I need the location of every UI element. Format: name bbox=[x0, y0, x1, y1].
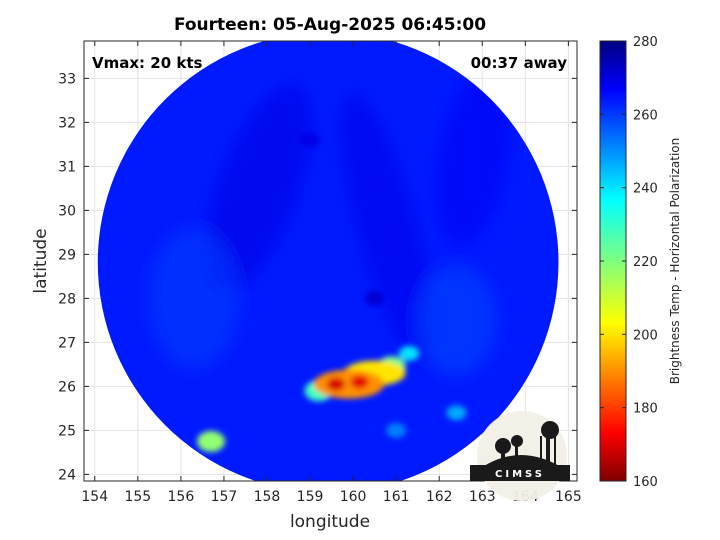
x-axis-label: longitude bbox=[290, 512, 370, 532]
y-tick-label: 31 bbox=[58, 159, 76, 175]
chart-title: Fourteen: 05-Aug-2025 06:45:00 bbox=[174, 15, 486, 35]
x-tick-label: 156 bbox=[168, 489, 195, 505]
texture-band bbox=[341, 92, 434, 364]
swath-texture bbox=[148, 68, 512, 376]
colorbar: 160 180 200 220 240 260 280 Brightness Temp - … bbox=[599, 35, 682, 490]
y-tick-label: 26 bbox=[58, 379, 76, 395]
feature-blob bbox=[300, 132, 321, 148]
feature-blob bbox=[399, 345, 420, 361]
y-tick-label: 27 bbox=[58, 335, 76, 351]
y-tick-label: 25 bbox=[58, 423, 76, 439]
logo-text: CIMSS bbox=[495, 469, 545, 480]
texture-band bbox=[435, 68, 512, 247]
y-axis: 24 25 26 27 28 29 30 31 32 33 bbox=[58, 71, 577, 483]
colorbar-tick-label: 260 bbox=[633, 108, 658, 123]
feature-blob bbox=[326, 377, 345, 391]
colorbar-tick-label: 180 bbox=[633, 402, 658, 417]
x-tick-label: 155 bbox=[124, 489, 151, 505]
y-tick-label: 32 bbox=[58, 115, 76, 131]
colorbar-ticks: 160 180 200 220 240 260 280 bbox=[600, 35, 658, 490]
feature-blob bbox=[350, 375, 369, 389]
colorbar-tick-label: 240 bbox=[633, 182, 658, 197]
y-tick-label: 30 bbox=[58, 203, 76, 219]
feature-blob bbox=[446, 405, 467, 421]
colorbar-tick-label: 220 bbox=[633, 255, 658, 270]
time-away-annotation: 00:37 away bbox=[471, 54, 568, 72]
feature-blob bbox=[197, 430, 226, 452]
colorbar-tick-label: 280 bbox=[633, 35, 658, 50]
swath-image bbox=[97, 41, 559, 481]
x-tick-label: 165 bbox=[555, 489, 582, 505]
colorbar-tick-label: 200 bbox=[633, 328, 658, 343]
y-tick-label: 28 bbox=[58, 291, 76, 307]
x-tick-label: 158 bbox=[254, 489, 281, 505]
y-axis-label: latitude bbox=[31, 228, 51, 293]
x-tick-label: 163 bbox=[469, 489, 496, 505]
x-tick-label: 159 bbox=[297, 489, 324, 505]
feature-blob bbox=[364, 290, 385, 306]
vmax-annotation: Vmax: 20 kts bbox=[92, 54, 202, 72]
x-tick-label: 160 bbox=[340, 489, 367, 505]
x-tick-label: 161 bbox=[383, 489, 410, 505]
y-tick-label: 29 bbox=[58, 247, 76, 263]
texture-band bbox=[205, 84, 312, 293]
plot-frame bbox=[83, 40, 578, 482]
colorbar-label: Brightness Temp - Horizontal Polarizatio… bbox=[668, 138, 682, 385]
texture-band bbox=[416, 265, 497, 376]
x-tick-label: 157 bbox=[211, 489, 238, 505]
cimss-logo: CIMSS bbox=[470, 411, 570, 501]
y-tick-label: 24 bbox=[58, 467, 76, 483]
feature-blob bbox=[313, 369, 384, 399]
y-tick-label: 33 bbox=[58, 71, 76, 87]
convective-features bbox=[197, 132, 467, 452]
texture-band bbox=[148, 228, 239, 369]
feature-blob bbox=[386, 422, 407, 438]
x-tick-label: 162 bbox=[426, 489, 453, 505]
colorbar-tick-label: 160 bbox=[633, 475, 658, 490]
x-tick-label: 154 bbox=[81, 489, 108, 505]
